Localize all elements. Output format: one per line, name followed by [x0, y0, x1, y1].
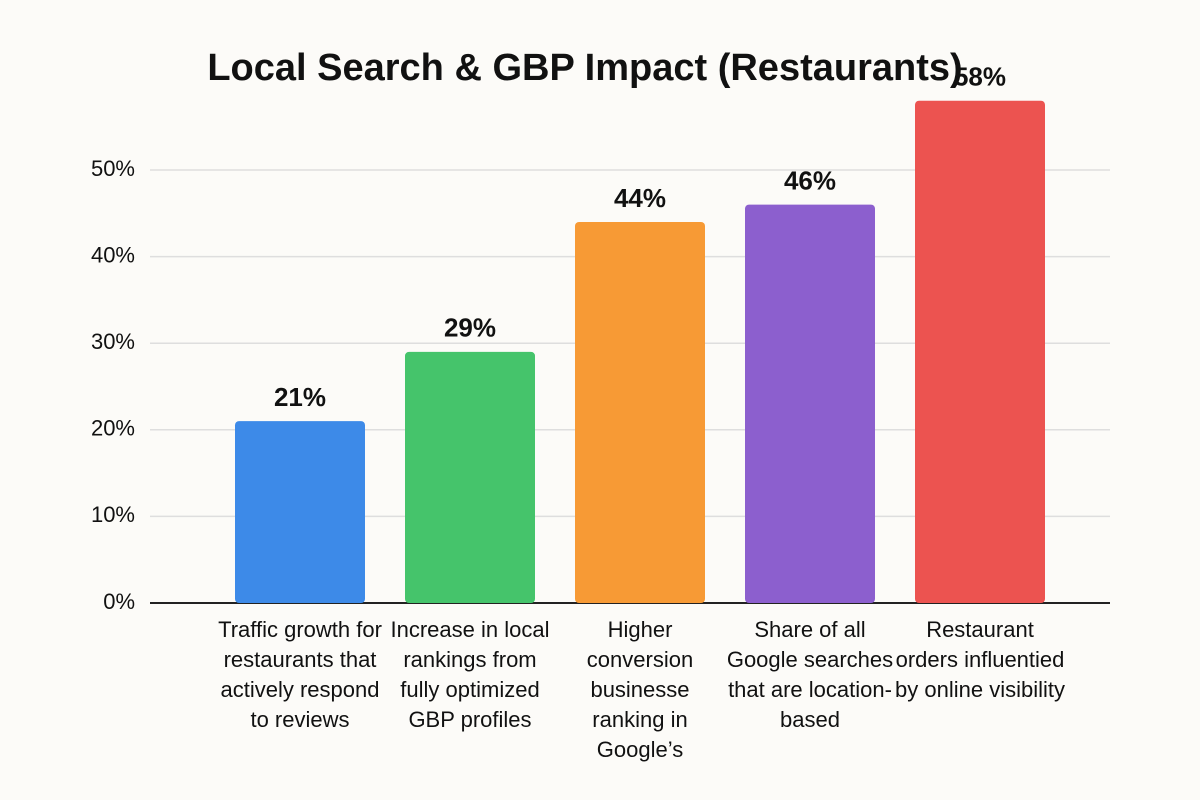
bar — [915, 100, 1045, 603]
x-tick-label: Increase in local rankings from fully op… — [390, 617, 550, 732]
bar — [235, 421, 365, 603]
chart-title: Local Search & GBP Impact (Restaurants) — [207, 47, 962, 89]
y-tick-label: 0% — [103, 589, 135, 614]
y-tick-label: 10% — [91, 502, 135, 527]
bar — [745, 204, 875, 603]
x-tick-label: Traffic growth for restaurants that acti… — [218, 617, 382, 732]
y-tick-label: 20% — [91, 416, 135, 441]
data-label: 21% — [274, 382, 326, 412]
y-tick-label: 50% — [91, 156, 135, 181]
x-tick-label: Share of all Google searches that are lo… — [726, 617, 894, 732]
y-tick-label: 40% — [91, 242, 135, 267]
x-tick-label: Restaurant orders influentied by online … — [895, 617, 1065, 702]
x-tick-label: Higher conversion businesse ranking in G… — [586, 617, 694, 762]
data-label: 29% — [444, 313, 496, 343]
bar — [405, 351, 535, 603]
data-label: 46% — [784, 166, 836, 196]
bar — [575, 221, 705, 603]
data-label: 58% — [954, 62, 1006, 92]
data-label: 44% — [614, 183, 666, 213]
y-tick-label: 30% — [91, 329, 135, 354]
